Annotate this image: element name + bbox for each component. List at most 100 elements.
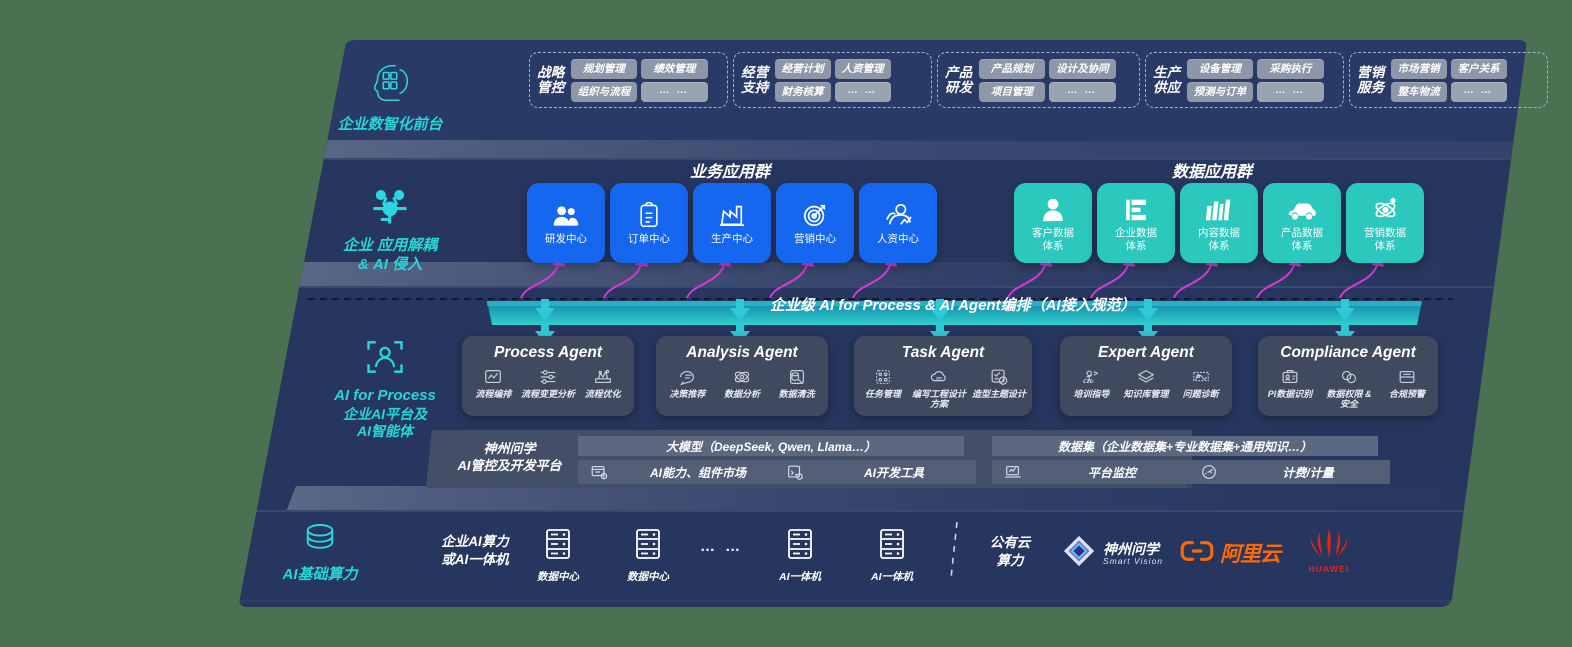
platform-bar-monitor[interactable]: 平台监控 bbox=[992, 460, 1194, 484]
platform-bar-llm[interactable]: 大模型（DeepSeek, Qwen, Llama…） bbox=[578, 436, 964, 456]
group-title: 产品 研发 bbox=[945, 64, 973, 95]
data-card-label: 产品数据 体系 bbox=[1281, 227, 1323, 252]
vendor-alicloud[interactable]: 阿里云 bbox=[1180, 538, 1281, 568]
infra-item-aibox-1[interactable]: AI一体机 bbox=[772, 528, 828, 584]
group-chip[interactable]: 预测与订单 bbox=[1186, 81, 1254, 102]
vendor-name: HUAWEI bbox=[1308, 564, 1350, 574]
data-card-customer[interactable]: 客户数据 体系 bbox=[1014, 183, 1092, 263]
group-chip[interactable]: 绩效管理 bbox=[641, 58, 708, 79]
group-product-rd[interactable]: 产品 研发 产品规划 设计及协同 项目管理 … … bbox=[937, 52, 1140, 108]
group-chip-more[interactable]: … … bbox=[1450, 81, 1507, 102]
agent-item[interactable]: 数据清洗 bbox=[770, 366, 824, 400]
agent-item[interactable]: 流程编排 bbox=[466, 366, 520, 400]
agent-item[interactable]: 知识库管理 bbox=[1119, 366, 1173, 400]
group-strategy[interactable]: 战略 管控 规划管理 绩效管理 组织与流程 … … bbox=[529, 52, 728, 108]
clipboard-icon bbox=[637, 200, 661, 228]
huawei-logo bbox=[1305, 527, 1353, 566]
agent-item[interactable]: 合规预警 bbox=[1380, 366, 1434, 400]
group-chip[interactable]: 组织与流程 bbox=[570, 81, 638, 102]
data-card-marketing[interactable]: 营销数据 体系 bbox=[1346, 183, 1424, 263]
vendor-smartvision[interactable]: 神州问学 Smart Vision bbox=[1062, 534, 1163, 573]
atom-analysis-icon bbox=[732, 366, 752, 388]
infra-public-cloud-label: 公有云 算力 bbox=[989, 535, 1031, 568]
group-chip[interactable]: 设计及协同 bbox=[1049, 58, 1116, 79]
agent-title: Task Agent bbox=[901, 344, 985, 361]
infra-item-datacenter-1[interactable]: 数据中心 bbox=[530, 528, 586, 584]
platform-bar-billing[interactable]: 计费/计量 bbox=[1188, 460, 1390, 484]
factory-icon bbox=[718, 200, 746, 228]
app-card-label: 研发中心 bbox=[545, 233, 587, 246]
agent-item[interactable]: 造型主题设计 bbox=[970, 366, 1028, 400]
people-icon bbox=[552, 200, 580, 228]
agent-item[interactable]: 流程变更分析 bbox=[521, 366, 575, 400]
group-chip[interactable]: 设备管理 bbox=[1186, 58, 1254, 79]
infra-item-aibox-2[interactable]: AI一体机 bbox=[864, 528, 920, 584]
group-chip[interactable]: 财务核算 bbox=[774, 81, 831, 102]
group-chip[interactable]: 客户关系 bbox=[1450, 58, 1507, 79]
group-chip[interactable]: 整车物流 bbox=[1390, 81, 1447, 102]
app-card-hr[interactable]: 人资中心 bbox=[859, 183, 937, 263]
agent-item[interactable]: 数据权限 & 安全 bbox=[1318, 366, 1380, 410]
group-chip[interactable]: 经营计划 bbox=[774, 58, 831, 79]
group-chip[interactable]: 产品规划 bbox=[978, 58, 1046, 79]
agent-item[interactable]: 任务管理 bbox=[858, 366, 908, 400]
data-card-product[interactable]: 产品数据 体系 bbox=[1263, 183, 1341, 263]
server-icon bbox=[633, 528, 663, 567]
group-chip-more[interactable]: … … bbox=[1257, 81, 1324, 102]
agent-item[interactable]: 问题诊断 bbox=[1174, 366, 1228, 400]
group-chip-more[interactable]: … … bbox=[1049, 81, 1116, 102]
database-icon bbox=[240, 518, 400, 560]
group-production-supply[interactable]: 生产 供应 设备管理 采购执行 预测与订单 … … bbox=[1145, 52, 1344, 108]
platform-bar-dataset[interactable]: 数据集（企业数据集+专业数据集+通用知识…） bbox=[992, 436, 1378, 456]
agent-item-label: 流程变更分析 bbox=[520, 389, 575, 399]
agent-item-label: 数据分析 bbox=[723, 389, 760, 399]
app-card-marketing[interactable]: 营销中心 bbox=[776, 183, 854, 263]
building-icon bbox=[1123, 194, 1149, 222]
app-card-order[interactable]: 订单中心 bbox=[610, 183, 688, 263]
agent-item[interactable]: PI数据识别 bbox=[1262, 366, 1318, 400]
vendor-huawei[interactable]: HUAWEI bbox=[1305, 527, 1353, 574]
agent-item-label: 数据权限 & 安全 bbox=[1326, 389, 1372, 409]
platform-title: 神州问学 AI管控及开发平台 bbox=[457, 441, 562, 473]
group-chip[interactable]: 人资管理 bbox=[834, 58, 891, 79]
agent-item[interactable]: 数据分析 bbox=[715, 366, 769, 400]
group-chip[interactable]: 项目管理 bbox=[978, 81, 1046, 102]
agent-item[interactable]: 培训指导 bbox=[1064, 366, 1118, 400]
infra-item-datacenter-2[interactable]: 数据中心 bbox=[620, 528, 676, 584]
agent-item[interactable]: 流程优化 bbox=[576, 366, 630, 400]
group-chip-more[interactable]: … … bbox=[834, 81, 891, 102]
platform-bar-market[interactable]: AI能力、组件市场 bbox=[578, 460, 780, 484]
group-chip[interactable]: 采购执行 bbox=[1257, 58, 1324, 79]
group-chip-more[interactable]: … … bbox=[641, 81, 708, 102]
agent-item-label: 培训指导 bbox=[1073, 389, 1110, 399]
gauge-icon bbox=[1200, 463, 1218, 481]
platform-bar-label: 数据集（企业数据集+专业数据集+通用知识…） bbox=[1057, 439, 1313, 454]
app-card-production[interactable]: 生产中心 bbox=[693, 183, 771, 263]
agent-card-task[interactable]: Task Agent 任务管理 编写工程设计方案 bbox=[854, 336, 1032, 416]
hr-person-icon bbox=[884, 200, 912, 228]
smartvision-logo bbox=[1062, 534, 1096, 573]
group-chip[interactable]: 市场营销 bbox=[1390, 58, 1447, 79]
user-icon bbox=[1041, 194, 1065, 222]
data-card-label: 营销数据 体系 bbox=[1364, 227, 1406, 252]
optimize-icon bbox=[593, 366, 613, 388]
group-title: 经营 支持 bbox=[741, 64, 769, 95]
agent-item[interactable]: 决策推荐 bbox=[660, 366, 714, 400]
platform-bar-devtool[interactable]: AI开发工具 bbox=[774, 460, 976, 484]
group-marketing-service[interactable]: 营销 服务 市场营销 客户关系 整车物流 … … bbox=[1349, 52, 1548, 108]
agent-card-analysis[interactable]: Analysis Agent 决策推荐 数据分析 bbox=[656, 336, 828, 416]
data-card-enterprise[interactable]: 企业数据 体系 bbox=[1097, 183, 1175, 263]
data-card-content[interactable]: 内容数据 体系 bbox=[1180, 183, 1258, 263]
agent-card-compliance[interactable]: Compliance Agent PI数据识别 数据权限 & 安全 bbox=[1258, 336, 1438, 416]
agent-card-expert[interactable]: Expert Agent 培训指导 知识库管理 bbox=[1060, 336, 1232, 416]
layer-label: AI for Process bbox=[334, 387, 436, 404]
group-chip[interactable]: 规划管理 bbox=[570, 58, 638, 79]
agent-item[interactable]: 编写工程设计方案 bbox=[908, 366, 970, 410]
group-title: 生产 供应 bbox=[1153, 64, 1181, 95]
platform-bar-label: 计费/计量 bbox=[1282, 465, 1334, 480]
agent-card-process[interactable]: Process Agent 流程编排 流程变更分析 bbox=[462, 336, 634, 416]
app-card-rd[interactable]: 研发中心 bbox=[527, 183, 605, 263]
top-groups-band: 战略 管控 规划管理 绩效管理 组织与流程 … … 经营 支持 经营计划 人资管… bbox=[0, 52, 1572, 152]
group-operations[interactable]: 经营 支持 经营计划 人资管理 财务核算 … … bbox=[733, 52, 932, 108]
